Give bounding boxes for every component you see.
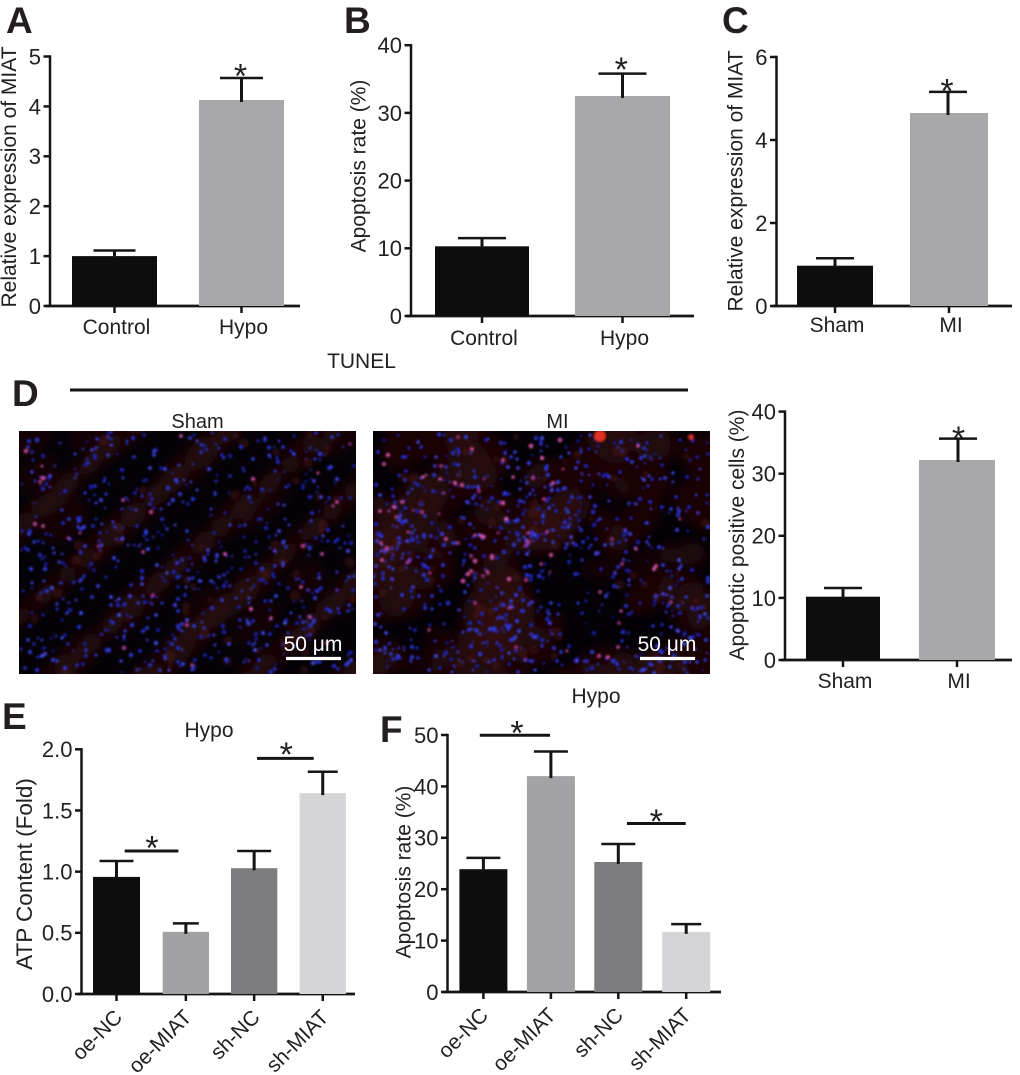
svg-text:6: 6 xyxy=(755,45,767,70)
svg-text:1: 1 xyxy=(29,244,41,269)
svg-text:*: * xyxy=(234,57,247,95)
svg-text:4: 4 xyxy=(755,128,767,153)
svg-text:2: 2 xyxy=(29,194,41,219)
svg-text:MI: MI xyxy=(546,411,568,433)
svg-text:Apoptosis rate (%): Apoptosis rate (%) xyxy=(348,80,371,253)
svg-text:0: 0 xyxy=(390,304,402,329)
svg-text:50: 50 xyxy=(414,723,438,748)
svg-text:Apoptotic positive cells (%): Apoptotic positive cells (%) xyxy=(726,410,749,661)
svg-text:50 μm: 50 μm xyxy=(284,633,343,656)
svg-text:0.5: 0.5 xyxy=(42,921,73,946)
svg-text:3: 3 xyxy=(29,144,41,169)
svg-text:40: 40 xyxy=(752,400,776,425)
svg-text:*: * xyxy=(650,803,663,841)
svg-text:20: 20 xyxy=(378,169,402,194)
svg-text:2.0: 2.0 xyxy=(42,737,73,762)
svg-text:50 μm: 50 μm xyxy=(638,633,697,656)
svg-text:4: 4 xyxy=(29,94,41,119)
svg-text:Hypo: Hypo xyxy=(184,719,233,742)
svg-text:1.5: 1.5 xyxy=(42,798,73,823)
svg-text:Hypo: Hypo xyxy=(571,685,620,708)
svg-text:10: 10 xyxy=(752,586,776,611)
svg-text:40: 40 xyxy=(378,33,402,58)
svg-text:0: 0 xyxy=(29,294,41,319)
svg-text:30: 30 xyxy=(378,101,402,126)
svg-text:0.0: 0.0 xyxy=(42,982,73,1007)
svg-text:Control: Control xyxy=(83,316,151,339)
svg-text:0: 0 xyxy=(426,980,438,1005)
svg-text:*: * xyxy=(615,51,628,89)
svg-text:E: E xyxy=(2,696,27,737)
svg-text:0: 0 xyxy=(764,648,776,673)
svg-text:0: 0 xyxy=(755,294,767,319)
svg-text:Sham: Sham xyxy=(810,314,865,337)
svg-text:20: 20 xyxy=(752,524,776,549)
svg-text:Control: Control xyxy=(450,327,518,350)
svg-text:MI: MI xyxy=(947,670,970,693)
svg-text:5: 5 xyxy=(29,44,41,69)
svg-text:30: 30 xyxy=(414,826,438,851)
svg-text:MI: MI xyxy=(939,314,962,337)
svg-text:30: 30 xyxy=(752,462,776,487)
svg-text:C: C xyxy=(722,0,749,41)
svg-text:B: B xyxy=(344,0,371,41)
svg-text:TUNEL: TUNEL xyxy=(327,350,396,373)
svg-text:F: F xyxy=(380,709,403,750)
svg-text:ATP Content (Fold): ATP Content (Fold) xyxy=(12,778,37,970)
svg-text:D: D xyxy=(12,373,39,414)
svg-text:*: * xyxy=(940,72,953,110)
svg-text:20: 20 xyxy=(414,877,438,902)
svg-text:Apoptosis rate (%): Apoptosis rate (%) xyxy=(393,786,416,959)
svg-text:10: 10 xyxy=(414,929,438,954)
svg-text:Relative expression of MIAT: Relative expression of MIAT xyxy=(0,46,21,307)
svg-text:*: * xyxy=(510,714,523,752)
svg-text:Sham: Sham xyxy=(171,411,223,433)
svg-text:2: 2 xyxy=(755,211,767,236)
svg-text:1.0: 1.0 xyxy=(42,860,73,885)
svg-text:*: * xyxy=(952,420,965,458)
svg-text:40: 40 xyxy=(414,774,438,799)
svg-text:10: 10 xyxy=(378,236,402,261)
svg-text:A: A xyxy=(6,0,33,41)
svg-text:*: * xyxy=(145,829,158,867)
svg-text:Sham: Sham xyxy=(818,670,873,693)
svg-text:Hypo: Hypo xyxy=(600,327,649,350)
svg-text:*: * xyxy=(280,736,293,774)
svg-text:Hypo: Hypo xyxy=(219,316,268,339)
svg-text:Relative expression of MIAT: Relative expression of MIAT xyxy=(725,50,748,311)
